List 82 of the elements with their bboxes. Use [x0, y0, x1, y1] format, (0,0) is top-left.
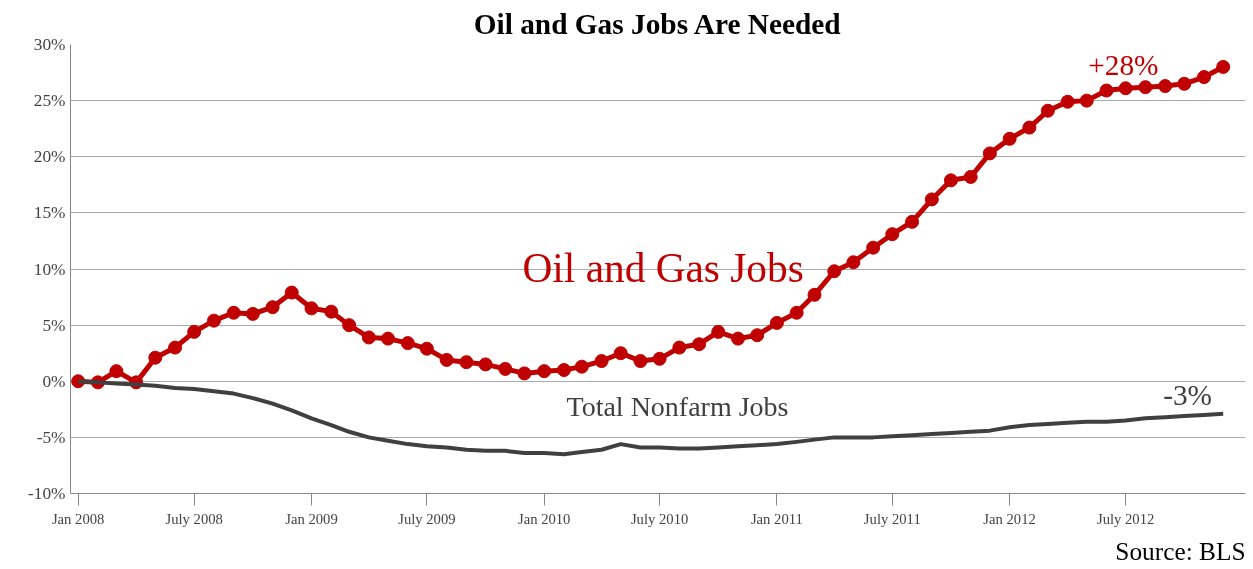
y-tick-label: 0% [42, 371, 66, 391]
point [866, 240, 881, 255]
chart-title: Oil and Gas Jobs Are Needed [473, 7, 841, 40]
point [943, 173, 958, 188]
x-tick-label: Jan 2012 [983, 510, 1036, 527]
point [459, 355, 474, 370]
point [265, 300, 280, 315]
point [1099, 83, 1114, 98]
point [963, 169, 978, 184]
point [1060, 94, 1075, 109]
y-tick-label: 30% [33, 35, 66, 54]
point [1002, 131, 1017, 146]
point [517, 366, 532, 381]
series-label: Total Nonfarm Jobs [566, 390, 789, 422]
point [1158, 79, 1173, 94]
point [924, 192, 939, 207]
point [1177, 76, 1192, 91]
point [613, 346, 628, 361]
point [827, 264, 842, 279]
point [633, 354, 648, 369]
y-tick-label: 25% [33, 91, 66, 111]
point [672, 340, 687, 355]
y-tick-label: -10% [27, 484, 66, 503]
point [324, 304, 339, 319]
point [304, 301, 319, 316]
point [439, 352, 454, 367]
point [148, 350, 163, 365]
x-tick-label: Jan 2009 [285, 510, 338, 527]
x-tick-label: July 2009 [398, 510, 456, 527]
point [168, 340, 183, 355]
annotation: +28% [1088, 48, 1159, 81]
source-note: Source: BLS [1115, 536, 1246, 565]
point [284, 285, 299, 300]
y-tick-label: 20% [33, 147, 66, 167]
point [1216, 59, 1231, 74]
x-tick-label: July 2008 [165, 510, 223, 527]
x-tick-label: July 2010 [630, 510, 689, 527]
point [537, 364, 552, 379]
series-label: Oil and Gas Jobs [522, 244, 804, 291]
x-tick-label: Jan 2008 [51, 510, 105, 527]
point [750, 328, 765, 343]
y-tick-label: 15% [33, 203, 66, 223]
x-tick-label: Jan 2011 [750, 510, 803, 527]
point [1138, 80, 1153, 95]
point [982, 146, 997, 161]
point [1079, 93, 1094, 108]
point [769, 315, 784, 330]
point [498, 361, 513, 376]
y-tick-label: 10% [33, 259, 66, 279]
point [711, 324, 726, 339]
annotation: -3% [1163, 378, 1213, 411]
point [419, 341, 434, 356]
x-tick-label: Jan 2010 [517, 510, 571, 527]
point [789, 305, 804, 320]
point [245, 306, 260, 321]
point [361, 330, 376, 345]
y-tick-label: 5% [42, 315, 66, 335]
point [692, 337, 707, 352]
point [187, 324, 202, 339]
point [1022, 120, 1037, 135]
point [1197, 70, 1212, 85]
point [885, 227, 900, 242]
point [478, 357, 493, 372]
point [807, 287, 822, 302]
point [1118, 81, 1133, 96]
point [652, 351, 667, 366]
point [594, 354, 609, 369]
point [1040, 103, 1055, 118]
point [206, 313, 221, 328]
y-tick-label: -5% [36, 427, 66, 447]
point [846, 255, 861, 270]
x-tick-label: July 2012 [1096, 510, 1155, 527]
point [731, 331, 746, 346]
point [400, 336, 415, 351]
point [109, 364, 124, 379]
point [556, 363, 571, 378]
point [381, 331, 395, 346]
point [342, 318, 357, 333]
point [226, 305, 241, 320]
point [574, 359, 589, 374]
x-tick-label: July 2011 [863, 510, 921, 527]
point [905, 214, 920, 229]
